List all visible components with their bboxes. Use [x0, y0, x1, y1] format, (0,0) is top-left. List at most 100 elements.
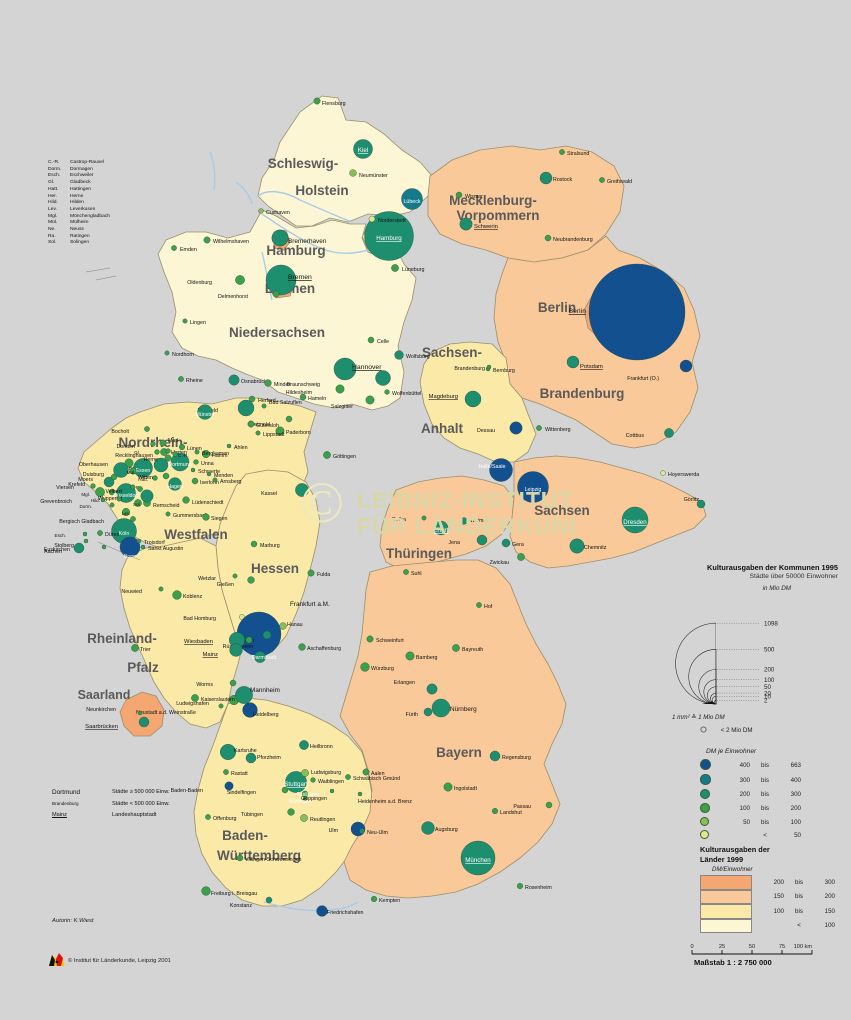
city-circle[interactable]: Herne — [164, 454, 172, 462]
city-circle[interactable]: Bremen — [265, 264, 297, 296]
city-circle[interactable]: Unna — [193, 459, 199, 465]
city-circle[interactable]: Mül. — [129, 467, 137, 475]
city-circle[interactable]: Offenburg — [205, 814, 211, 820]
city-circle[interactable]: Suhl — [403, 569, 409, 575]
city-circle[interactable]: Schwerte — [190, 467, 196, 473]
city-circle[interactable]: Ingolstadt — [443, 782, 453, 792]
city-circle[interactable]: Stralsund — [559, 149, 565, 155]
city-circle[interactable]: Lippstadt — [255, 430, 261, 436]
city-circle[interactable]: Menden — [206, 471, 212, 477]
city-circle[interactable]: Hatt. — [152, 475, 158, 481]
city-circle[interactable]: Hild. — [116, 496, 122, 502]
city-circle[interactable]: Bergisch Gladbach — [130, 516, 136, 522]
city-circle[interactable]: Wismar — [455, 191, 463, 199]
city-circle[interactable]: Konstanz — [265, 896, 273, 904]
city-circle[interactable]: Mgl. — [95, 487, 105, 497]
city-circle[interactable]: Aachen — [73, 542, 85, 554]
city-circle[interactable]: Frankfurt (O.) — [679, 359, 693, 373]
city-circle[interactable]: Gl. — [154, 449, 160, 455]
city-circle[interactable]: Moers — [110, 473, 118, 481]
city-circle[interactable]: Ne. — [108, 488, 116, 496]
city-circle[interactable]: Offenbach — [262, 630, 272, 640]
city-circle[interactable]: Euskirchen — [101, 544, 107, 550]
city-circle[interactable]: Hagen — [168, 477, 182, 491]
city-circle[interactable]: Neumünster — [349, 169, 357, 177]
city-circle[interactable]: Wuppertal — [140, 489, 154, 503]
city-circle[interactable]: Halle/Saale — [489, 458, 513, 482]
city-circle[interactable]: Herford — [248, 395, 256, 403]
city-circle[interactable]: Waiblingen — [310, 777, 316, 783]
city-circle[interactable]: Oldenburg — [235, 275, 245, 285]
city-circle[interactable]: Rheine — [178, 376, 184, 382]
city-circle[interactable]: Worms — [229, 679, 237, 687]
city-circle[interactable]: Norderstedt — [368, 215, 376, 223]
city-circle[interactable]: Wetzlar — [232, 573, 238, 579]
city-circle[interactable]: Delmenhorst — [272, 290, 280, 298]
city-circle[interactable]: Darmstadt — [254, 651, 266, 663]
city-circle[interactable]: Greifswald — [599, 177, 605, 183]
city-circle[interactable]: Passau — [545, 801, 553, 809]
city-circle[interactable]: Friedrichshafen — [316, 905, 328, 917]
city-circle[interactable]: Neustadt a.d. Weinstraße — [218, 703, 224, 709]
city-circle[interactable]: Sol. — [134, 499, 142, 507]
city-circle[interactable]: Hanau — [279, 622, 287, 630]
city-circle[interactable]: Lübeck — [401, 188, 423, 210]
city-circle[interactable]: Wittenberg — [536, 425, 542, 431]
city-circle[interactable]: Hoyerswerda — [660, 470, 666, 476]
city-circle[interactable]: Saarbrücken — [138, 716, 150, 728]
city-circle[interactable]: Neubrandenburg — [544, 234, 552, 242]
city-circle[interactable]: Troisdorf — [136, 538, 142, 544]
city-circle[interactable]: Rosenheim — [517, 883, 524, 890]
city-circle[interactable]: Landshut — [492, 808, 499, 815]
city-circle[interactable]: Nordhorn — [164, 350, 170, 356]
city-circle[interactable]: Bocholt — [144, 426, 150, 432]
city-circle[interactable]: Wolfsburg — [394, 350, 404, 360]
city-circle[interactable]: Neu-Ulm — [359, 828, 365, 834]
city-circle[interactable]: Marburg — [250, 540, 258, 548]
city-circle[interactable]: Würzburg — [360, 662, 370, 672]
city-circle[interactable]: Augsburg — [421, 821, 435, 835]
city-circle[interactable]: Velbert — [137, 486, 143, 492]
city-circle[interactable]: Koblenz — [172, 590, 182, 600]
city-circle[interactable]: Hamm — [201, 450, 210, 459]
city-circle[interactable]: Wolfenbüttel — [384, 389, 390, 395]
city-symbols[interactable]: FlensburgFlensburgKielKielNeumünsterNeum… — [40, 97, 706, 917]
city-circle[interactable]: Baden-Baden — [224, 781, 234, 791]
city-circle[interactable]: Münster — [197, 404, 213, 420]
city-circle[interactable]: Leipzig — [517, 471, 549, 503]
city-circle[interactable]: Iserlohn — [191, 477, 199, 485]
city-circle[interactable]: Dortmund — [170, 452, 190, 472]
city-circle[interactable]: C.-R. — [172, 451, 178, 457]
city-circle[interactable]: Osnabrück — [228, 374, 240, 386]
city-circle[interactable]: Kaiserslautern — [191, 694, 199, 702]
city-circle[interactable]: Ludwigsburg — [301, 769, 309, 777]
city-circle[interactable]: Gera — [501, 538, 511, 548]
city-circle[interactable]: Siegen — [202, 513, 210, 521]
city-circle[interactable]: München — [460, 840, 496, 876]
city-circle[interactable]: Bad Homburg — [239, 614, 245, 620]
city-circle[interactable]: Hof — [476, 602, 482, 608]
city-circle[interactable]: Kempten — [371, 896, 378, 903]
city-circle[interactable]: Düsseldorf — [116, 483, 136, 503]
city-circle[interactable]: Sindelfingen — [281, 786, 289, 794]
city-circle[interactable]: Viersen — [90, 483, 96, 489]
city-circle[interactable]: Hamburg — [364, 211, 414, 261]
city-circle[interactable]: Ahlen — [226, 443, 232, 449]
city-circle[interactable]: Göttingen — [323, 451, 331, 459]
city-circle[interactable]: Hildesheim — [335, 384, 345, 394]
city-circle[interactable]: Gotha — [421, 515, 427, 521]
city-circle[interactable]: Celle — [367, 336, 375, 344]
city-circle[interactable]: Aschaffenburg — [298, 643, 306, 651]
city-circle[interactable]: Brandenburg — [486, 364, 492, 370]
city-circle[interactable]: Tübingen — [287, 808, 295, 816]
city-circle[interactable]: Esch. — [82, 531, 88, 537]
city-circle[interactable]: Regensburg — [489, 750, 501, 762]
city-circle[interactable]: Bayreuth — [452, 644, 460, 652]
city-circle[interactable]: Paderborn — [275, 426, 285, 436]
city-circle[interactable]: Bad Salzuflen — [261, 403, 267, 409]
city-circle[interactable]: Görlitz — [696, 499, 706, 509]
city-circle[interactable]: Witten — [162, 472, 170, 480]
city-circle[interactable]: Fulda — [307, 569, 315, 577]
city-circle[interactable]: Lüneburg — [391, 264, 399, 272]
city-circle[interactable]: Hannover — [333, 357, 357, 381]
